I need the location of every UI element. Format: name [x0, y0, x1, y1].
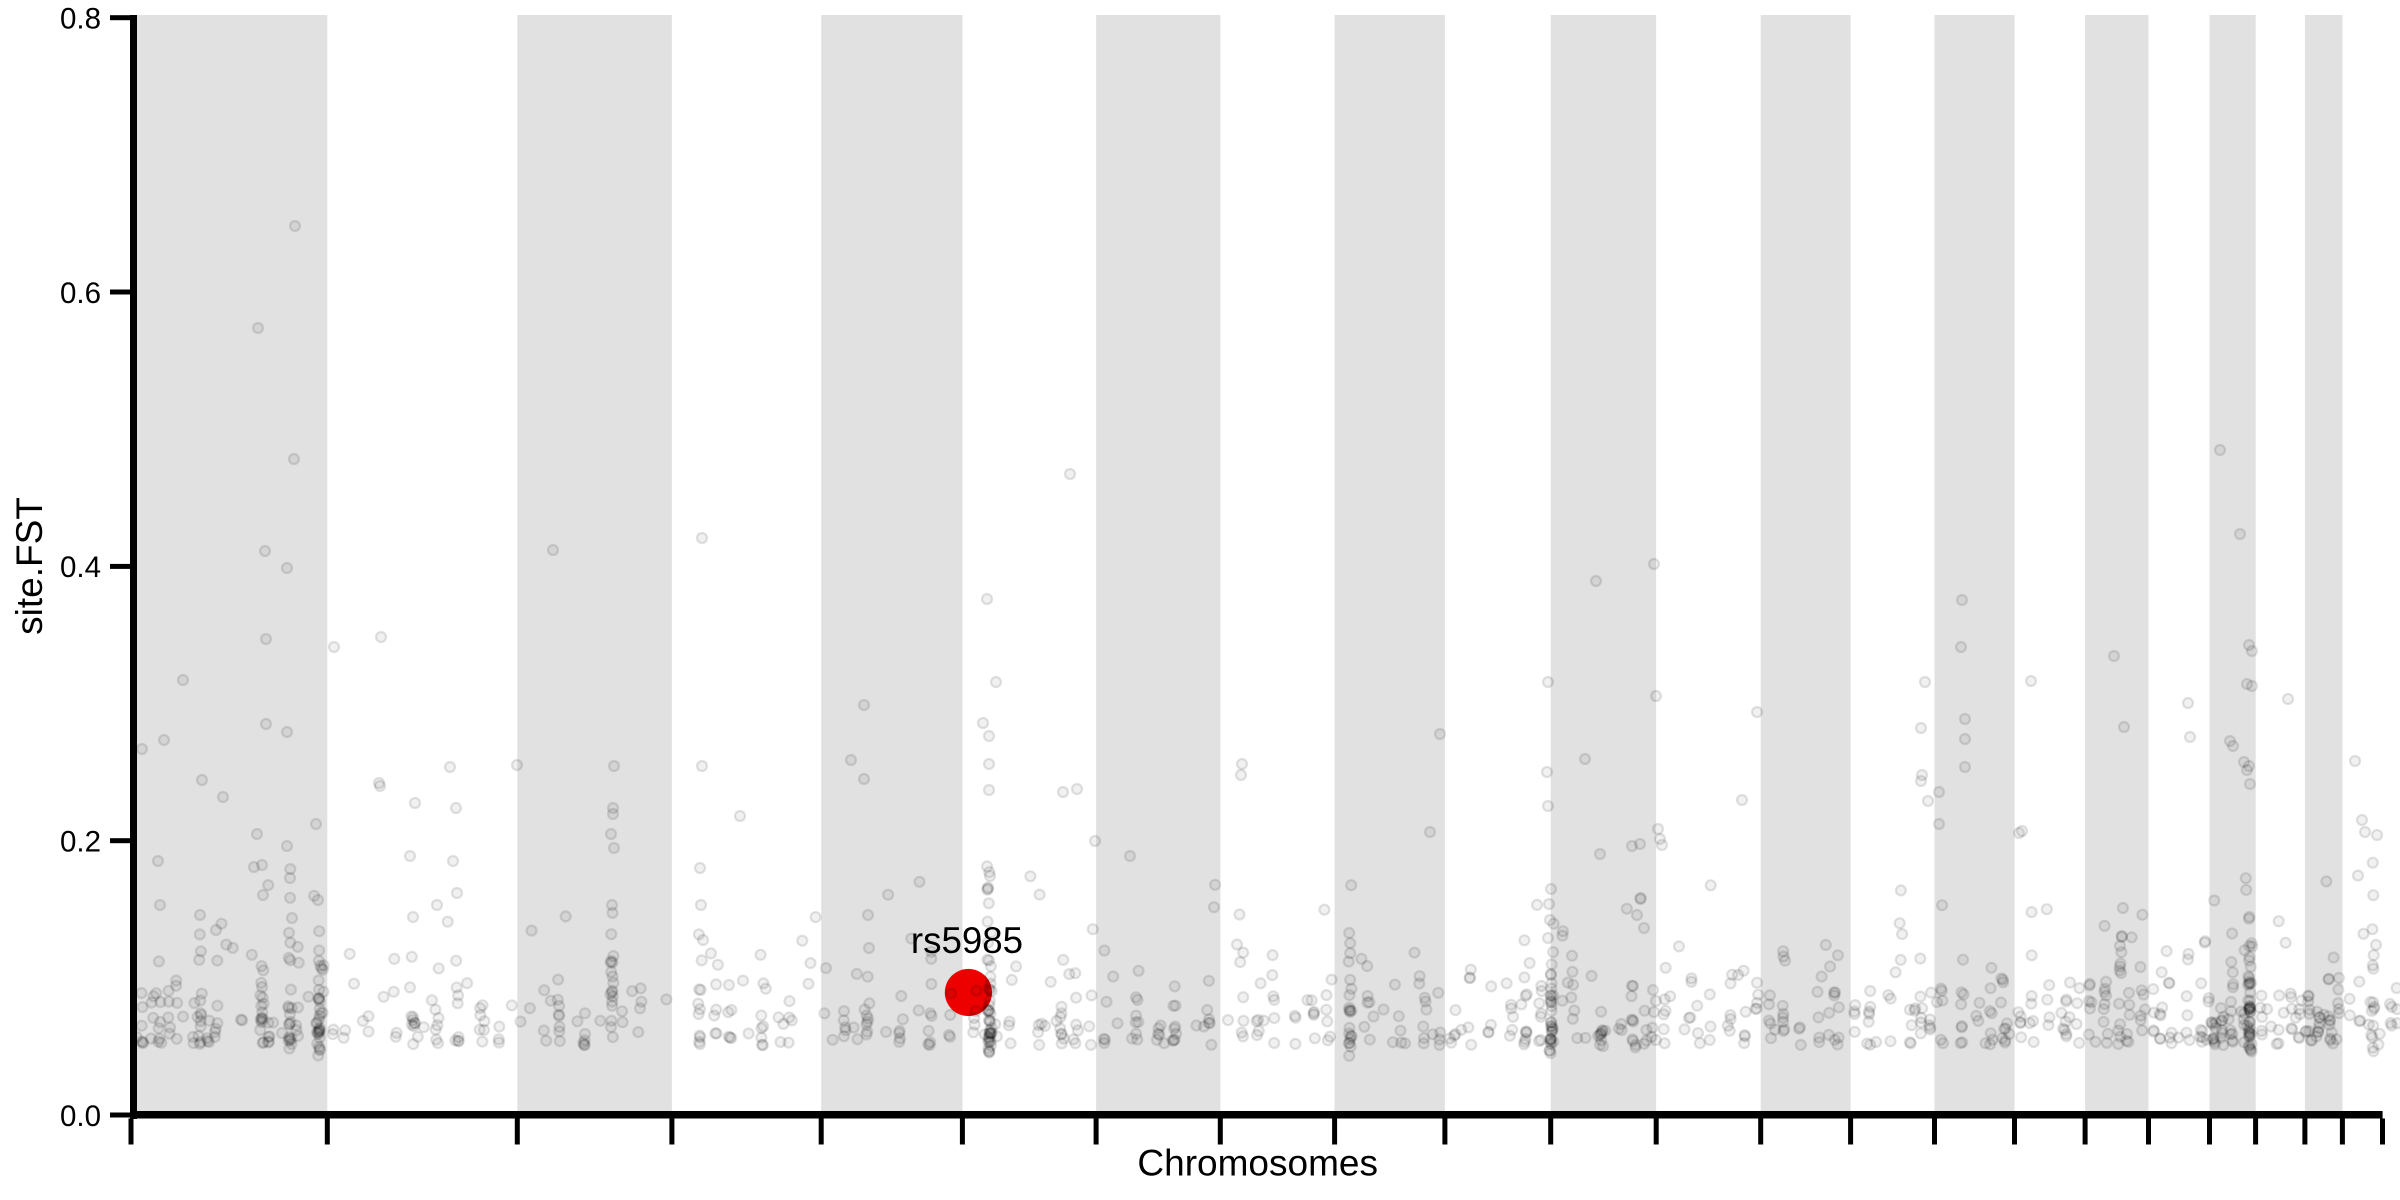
- svg-text:Chromosomes: Chromosomes: [1137, 1142, 1378, 1183]
- svg-text:0.4: 0.4: [60, 551, 101, 584]
- svg-text:0.0: 0.0: [60, 1100, 101, 1133]
- svg-text:0.8: 0.8: [60, 3, 101, 36]
- svg-text:0.6: 0.6: [60, 277, 101, 310]
- svg-text:site.FST: site.FST: [9, 497, 50, 635]
- svg-text:rs5985: rs5985: [911, 920, 1023, 961]
- svg-text:0.2: 0.2: [60, 826, 101, 859]
